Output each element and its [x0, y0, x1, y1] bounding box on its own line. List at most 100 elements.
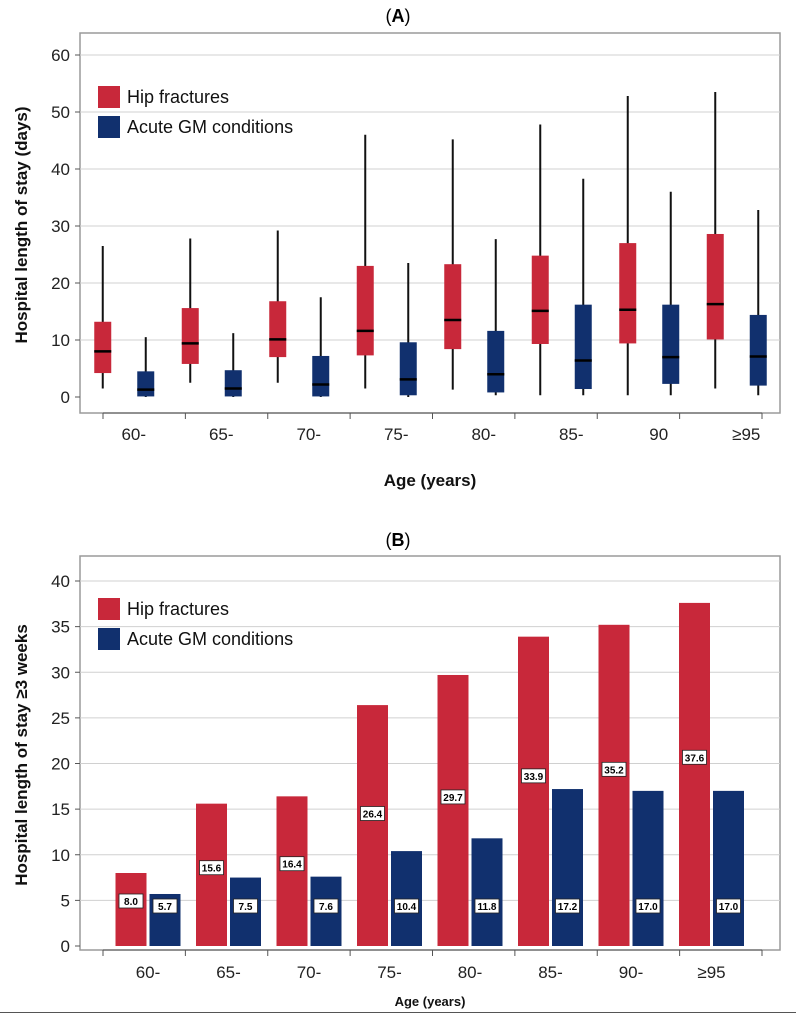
panel-b-title: (B): [0, 530, 796, 551]
x-tick-label: 75-: [384, 425, 409, 444]
legend-swatch: [98, 116, 120, 138]
data-label-box: [199, 860, 224, 876]
data-label-box: [279, 856, 305, 872]
legend-label: Hip fractures: [127, 87, 229, 107]
data-label-box: [555, 898, 580, 914]
data-label: 8.0: [124, 897, 138, 908]
x-tick-label: 85-: [538, 963, 563, 982]
data-label-box: [635, 898, 661, 914]
bar: [552, 789, 583, 946]
y-tick-label: 5: [61, 891, 70, 910]
data-label-box: [521, 768, 546, 784]
bar: [471, 838, 503, 946]
y-tick-label: 40: [51, 160, 70, 179]
bar: [679, 602, 710, 946]
panel-b-title-close: ): [404, 530, 411, 550]
bottom-rule: [0, 1012, 796, 1013]
data-label-box: [313, 898, 339, 914]
data-label: 33.9: [524, 772, 544, 783]
x-tick-label: 70-: [297, 963, 322, 982]
data-label: 7.5: [239, 902, 253, 913]
bar: [632, 790, 664, 946]
box-chart-a: 0 10 20 30 40 50 60 60- 65- 70- 75- 80- 85- 90 ≥95 Hip …: [12, 32, 781, 490]
x-tick-label: 75-: [377, 963, 402, 982]
bar: [713, 790, 744, 946]
legend-label: Acute GM conditions: [127, 629, 293, 649]
box: [312, 355, 330, 397]
box: [137, 371, 155, 397]
x-tick-label: 90-: [619, 963, 644, 982]
panel-a-title: (A): [0, 6, 796, 27]
box: [94, 321, 112, 374]
bar: [598, 624, 630, 946]
y-tick-label: 30: [51, 217, 70, 236]
y-axis-label: Hospital length of stay ≥3 weeks: [12, 624, 31, 886]
data-label: 35.2: [604, 765, 624, 776]
x-tick-label: 80-: [458, 963, 483, 982]
y-tick-label: 30: [51, 663, 70, 682]
data-label: 15.6: [202, 864, 222, 875]
bar: [115, 873, 147, 946]
box: [181, 308, 199, 364]
data-label: 16.4: [282, 860, 302, 871]
data-label-box: [716, 898, 741, 914]
box: [662, 304, 680, 384]
box: [444, 264, 462, 350]
x-tick-label: 65-: [216, 963, 241, 982]
box: [356, 265, 374, 356]
panel-b-title-letter: B: [391, 530, 405, 550]
box: [399, 342, 417, 396]
x-tick-label: ≥95: [732, 425, 760, 444]
legend-swatch: [98, 628, 120, 650]
y-axis-label: Hospital length of stay (days): [12, 106, 31, 343]
data-label: 10.4: [397, 902, 417, 913]
bar: [357, 705, 388, 946]
x-tick-label: 60-: [136, 963, 161, 982]
x-tick-label: 85-: [559, 425, 584, 444]
data-label-box: [233, 898, 258, 914]
bar: [518, 636, 549, 946]
x-tick-label: ≥95: [697, 963, 725, 982]
data-label: 11.8: [478, 902, 497, 913]
data-label-box: [152, 898, 178, 914]
data-label-box: [118, 893, 144, 909]
data-label-box: [474, 898, 500, 914]
y-tick-label: 35: [51, 618, 70, 637]
bar: [437, 674, 469, 946]
box: [749, 314, 767, 386]
legend-label: Acute GM conditions: [127, 117, 293, 137]
data-label: 17.0: [638, 902, 658, 913]
x-tick-label: 65-: [209, 425, 234, 444]
box: [574, 304, 592, 390]
data-label-box: [682, 749, 707, 765]
data-label-box: [440, 789, 466, 805]
y-tick-label: 40: [51, 572, 70, 591]
data-label: 7.6: [319, 902, 333, 913]
data-label-box: [394, 898, 419, 914]
data-label-box: [360, 806, 385, 821]
legend-label: Hip fractures: [127, 599, 229, 619]
data-label: 17.0: [719, 902, 739, 913]
data-label: 26.4: [363, 810, 383, 821]
data-label: 5.7: [158, 902, 172, 913]
x-tick-label: 80-: [471, 425, 496, 444]
x-axis-label: Age (years): [384, 471, 477, 490]
box: [487, 330, 505, 393]
y-tick-label: 10: [51, 331, 70, 350]
y-tick-label: 25: [51, 709, 70, 728]
y-tick-label: 15: [51, 800, 70, 819]
y-tick-label: 0: [61, 937, 70, 956]
panel-a-title-open: (: [385, 6, 392, 26]
y-tick-label: 60: [51, 46, 70, 65]
bar: [276, 796, 308, 946]
data-label: 29.7: [443, 793, 463, 804]
data-label-box: [601, 761, 627, 777]
box: [269, 301, 287, 358]
y-tick-label: 0: [61, 388, 70, 407]
panel-a-title-close: ): [404, 6, 411, 26]
y-tick-label: 20: [51, 755, 70, 774]
panel-a-title-letter: A: [391, 6, 405, 26]
x-tick-label: 70-: [296, 425, 321, 444]
legend-swatch: [98, 86, 120, 108]
